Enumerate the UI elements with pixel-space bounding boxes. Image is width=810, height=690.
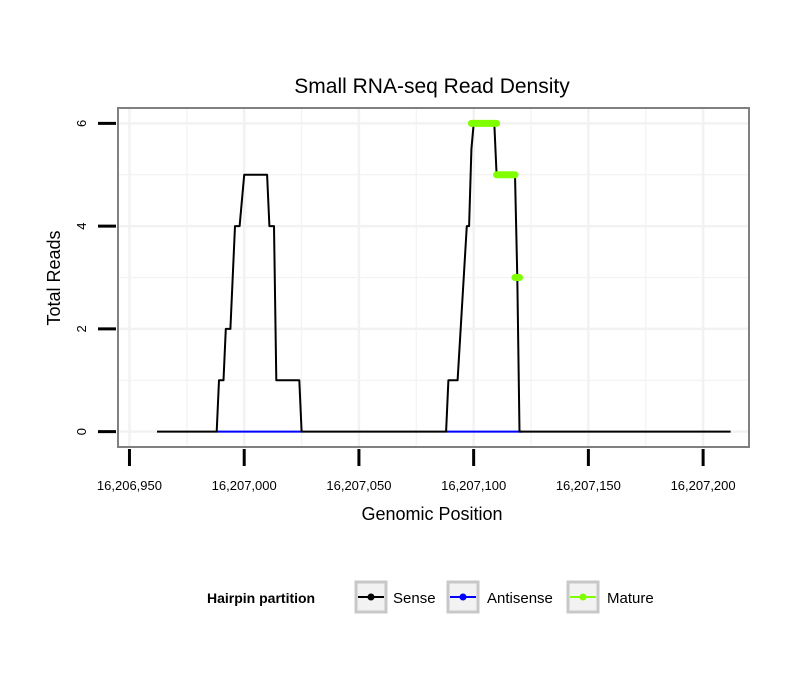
- x-axis: 16,206,950 16,207,000 16,207,050 16,207,100…: [97, 449, 736, 493]
- legend-key-point: [459, 593, 467, 601]
- y-tick-label: 6: [74, 120, 89, 127]
- plot-panel-border: [117, 107, 750, 448]
- legend-label: Sense: [393, 590, 436, 607]
- legend-item-antisense: Antisense: [446, 580, 553, 614]
- y-tick-label: 0: [74, 428, 89, 435]
- legend: Hairpin partition Sense Antisense Mature: [207, 580, 654, 614]
- y-tick-label: 4: [74, 223, 89, 230]
- legend-item-mature: Mature: [566, 580, 654, 614]
- legend-item-sense: Sense: [354, 580, 436, 614]
- legend-key-point: [579, 593, 587, 601]
- chart-title: Small RNA-seq Read Density: [294, 75, 570, 98]
- x-tick-label: 16,207,200: [671, 478, 736, 493]
- y-axis-title: Total Reads: [44, 230, 64, 325]
- x-tick-label: 16,207,050: [326, 478, 391, 493]
- x-tick-label: 16,207,150: [556, 478, 621, 493]
- legend-title: Hairpin partition: [207, 590, 315, 606]
- x-tick-label: 16,207,000: [212, 478, 277, 493]
- x-tick-label: 16,207,100: [441, 478, 506, 493]
- legend-label: Mature: [607, 590, 654, 607]
- x-tick-label: 16,206,950: [97, 478, 162, 493]
- x-axis-title: Genomic Position: [361, 504, 502, 524]
- y-axis: 0 2 4 6: [74, 120, 116, 435]
- series-layer: [157, 119, 731, 433]
- plot-grid: [118, 108, 749, 447]
- y-tick-label: 2: [74, 325, 89, 332]
- legend-label: Antisense: [487, 590, 553, 607]
- legend-key-point: [367, 593, 375, 601]
